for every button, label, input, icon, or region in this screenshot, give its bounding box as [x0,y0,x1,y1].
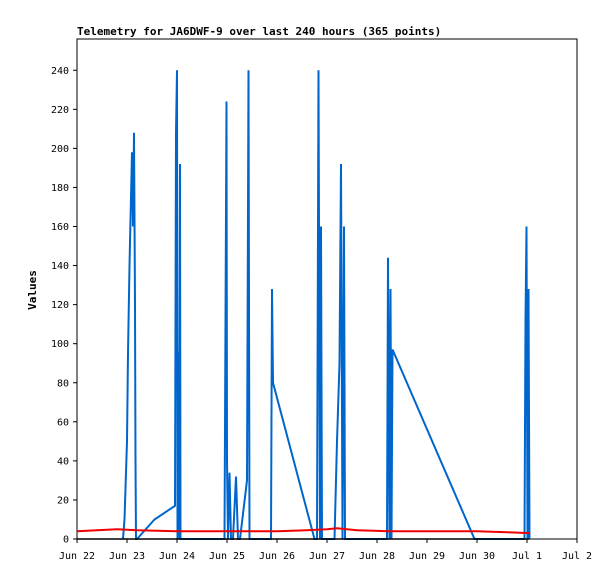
x-tick-label: Jun 27 [309,551,345,562]
y-tick-label: 140 [51,261,69,272]
y-tick-label: 200 [51,144,69,155]
y-axis-label: Values [26,270,39,310]
y-tick-label: 100 [51,339,69,350]
series-group [76,70,531,540]
series-line [122,70,531,540]
x-tick-label: Jun 30 [459,551,495,562]
x-tick-label: Jul 2 [562,551,592,562]
x-tick-label: Jun 24 [159,551,195,562]
x-axis: Jun 22 Jun 23 Jun 24 Jun 25 Jun 26 Jun 27 Jun … [59,539,592,562]
series-line [76,527,530,535]
y-tick-label: 160 [51,222,69,233]
plot-area [76,38,578,540]
y-tick-label: 220 [51,105,69,116]
y-tick-label: 0 [63,535,69,546]
x-tick-label: Jun 28 [359,551,395,562]
x-tick-label: Jun 23 [109,551,145,562]
y-tick-label: 60 [57,417,69,428]
y-tick-label: 80 [57,378,69,389]
y-tick-label: 120 [51,300,69,311]
y-tick-label: 180 [51,183,69,194]
x-tick-label: Jun 26 [259,551,295,562]
y-tick-label: 20 [57,495,69,506]
x-tick-label: Jul 1 [512,551,542,562]
x-tick-label: Jun 29 [409,551,445,562]
y-axis: 0 20 40 60 80 100 120 140 160 180 200 220 240 [51,66,77,546]
y-tick-label: 40 [57,456,69,467]
chart-title: Telemetry for JA6DWF-9 over last 240 hou… [77,25,441,38]
y-tick-label: 240 [51,66,69,77]
x-tick-label: Jun 22 [59,551,95,562]
x-tick-label: Jun 25 [209,551,245,562]
